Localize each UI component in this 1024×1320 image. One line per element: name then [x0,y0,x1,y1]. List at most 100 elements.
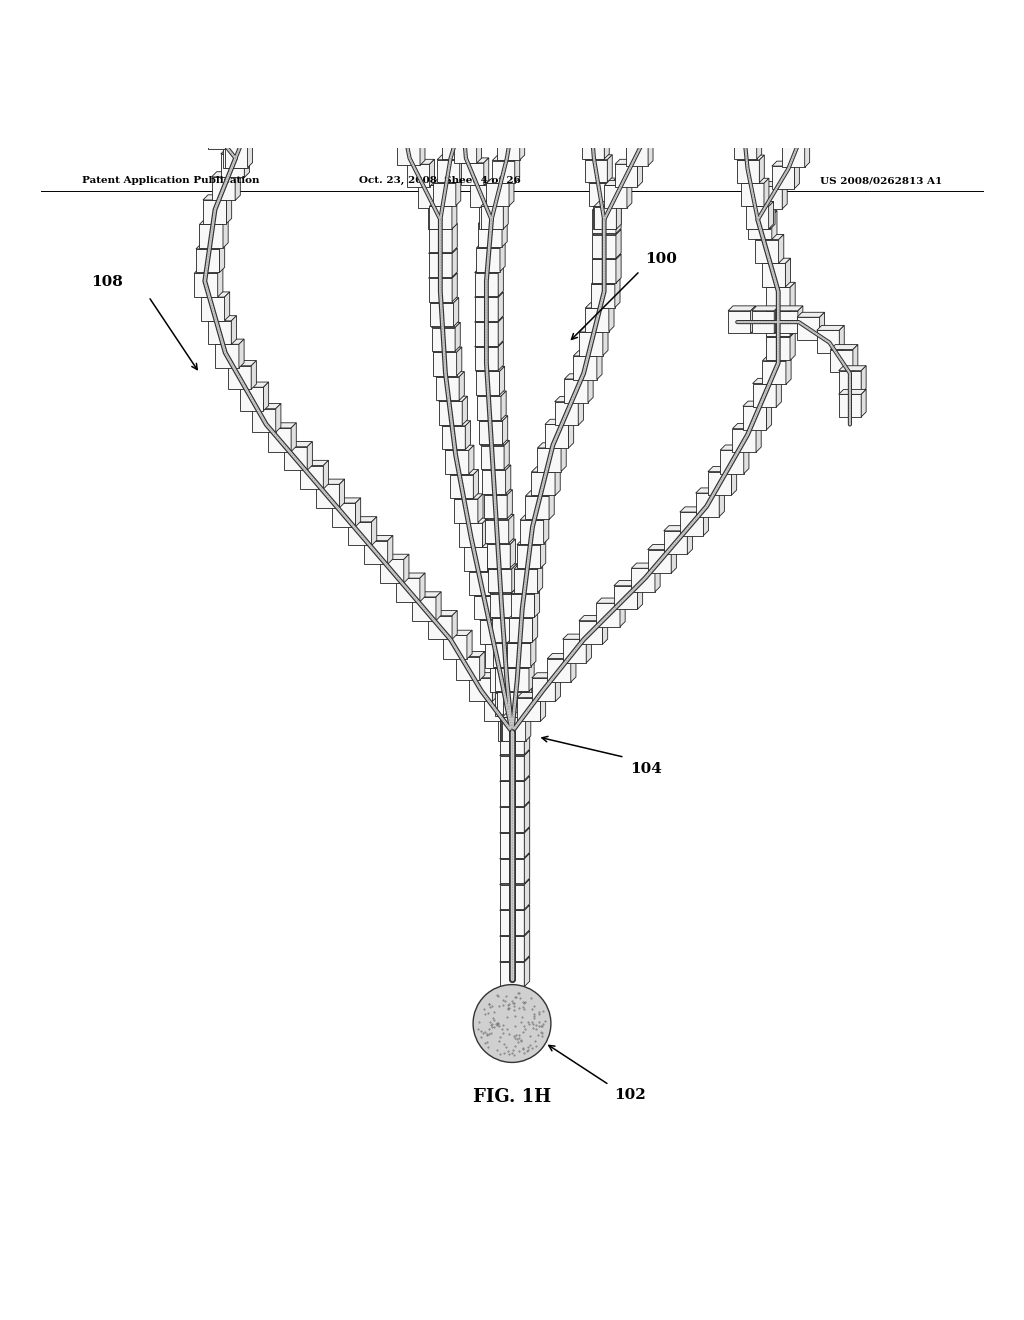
Polygon shape [578,84,605,90]
Bar [470,185,493,207]
Polygon shape [465,132,470,160]
Polygon shape [498,132,524,137]
Polygon shape [507,693,512,721]
Polygon shape [509,178,514,206]
Bar [531,678,555,701]
Polygon shape [731,466,736,495]
Polygon shape [239,339,244,368]
Polygon shape [456,651,484,656]
Polygon shape [580,327,608,331]
Polygon shape [762,259,791,264]
Circle shape [473,985,551,1063]
Bar [396,578,420,602]
Polygon shape [469,673,498,677]
Polygon shape [791,308,796,335]
Polygon shape [465,421,470,450]
Bar [578,90,600,112]
Bar [474,322,498,346]
Bar [233,123,256,145]
Bar [428,279,453,302]
Polygon shape [275,404,281,432]
Bar [474,595,498,619]
Polygon shape [521,686,526,715]
Text: US 2008/0262813 A1: US 2008/0262813 A1 [820,177,942,185]
Polygon shape [332,498,360,503]
Bar [500,911,524,935]
Polygon shape [762,355,792,360]
Bar [500,730,524,755]
Polygon shape [861,366,866,393]
Polygon shape [454,298,459,326]
Polygon shape [518,663,523,692]
Bar [507,643,530,667]
Polygon shape [766,282,796,288]
Bar [498,137,520,160]
Polygon shape [594,202,622,207]
Bar [433,183,456,206]
Polygon shape [524,828,529,858]
Polygon shape [511,589,540,594]
Polygon shape [525,713,530,741]
Bar [435,376,459,400]
Polygon shape [501,711,529,717]
Bar [502,718,525,741]
Bar [500,884,524,909]
Bar [180,88,203,111]
Bar [775,310,798,334]
Bar [555,401,579,425]
Polygon shape [524,854,529,883]
Polygon shape [500,711,528,717]
Polygon shape [861,389,866,417]
Bar [428,207,451,230]
Polygon shape [602,615,607,644]
Bar [505,91,527,114]
Bar [766,337,791,360]
Polygon shape [671,544,677,573]
Bar [480,446,504,469]
Bar [200,224,223,248]
Bar [580,112,602,135]
Polygon shape [746,202,773,206]
Polygon shape [451,88,477,94]
Bar [260,57,283,79]
Polygon shape [260,53,288,57]
Polygon shape [433,347,462,352]
Polygon shape [453,223,458,252]
Polygon shape [541,693,546,721]
Polygon shape [524,776,529,807]
Polygon shape [615,202,621,228]
Polygon shape [728,306,756,310]
Polygon shape [527,86,532,114]
Bar [500,833,524,858]
Bar [163,45,185,67]
Bar [243,102,265,124]
Polygon shape [525,491,554,496]
Bar [407,164,429,187]
Polygon shape [500,711,528,717]
Polygon shape [592,205,622,210]
Bar [428,253,453,277]
Text: FIG. 1H: FIG. 1H [473,1088,551,1106]
Polygon shape [776,379,781,407]
Polygon shape [620,598,626,627]
Polygon shape [429,202,457,206]
Bar [680,512,703,536]
Bar [782,145,805,168]
Bar [762,360,785,384]
Bar [695,494,719,516]
Polygon shape [455,494,483,499]
Bar [469,572,493,595]
Bar [451,94,473,116]
Polygon shape [479,615,508,620]
Polygon shape [219,244,224,272]
Bar [839,371,861,393]
Bar [227,366,251,389]
Polygon shape [719,488,724,516]
Bar [500,781,524,807]
Polygon shape [535,589,540,618]
Polygon shape [498,268,504,296]
Polygon shape [474,342,504,347]
Polygon shape [273,74,279,102]
Polygon shape [592,255,622,260]
Polygon shape [267,422,296,428]
